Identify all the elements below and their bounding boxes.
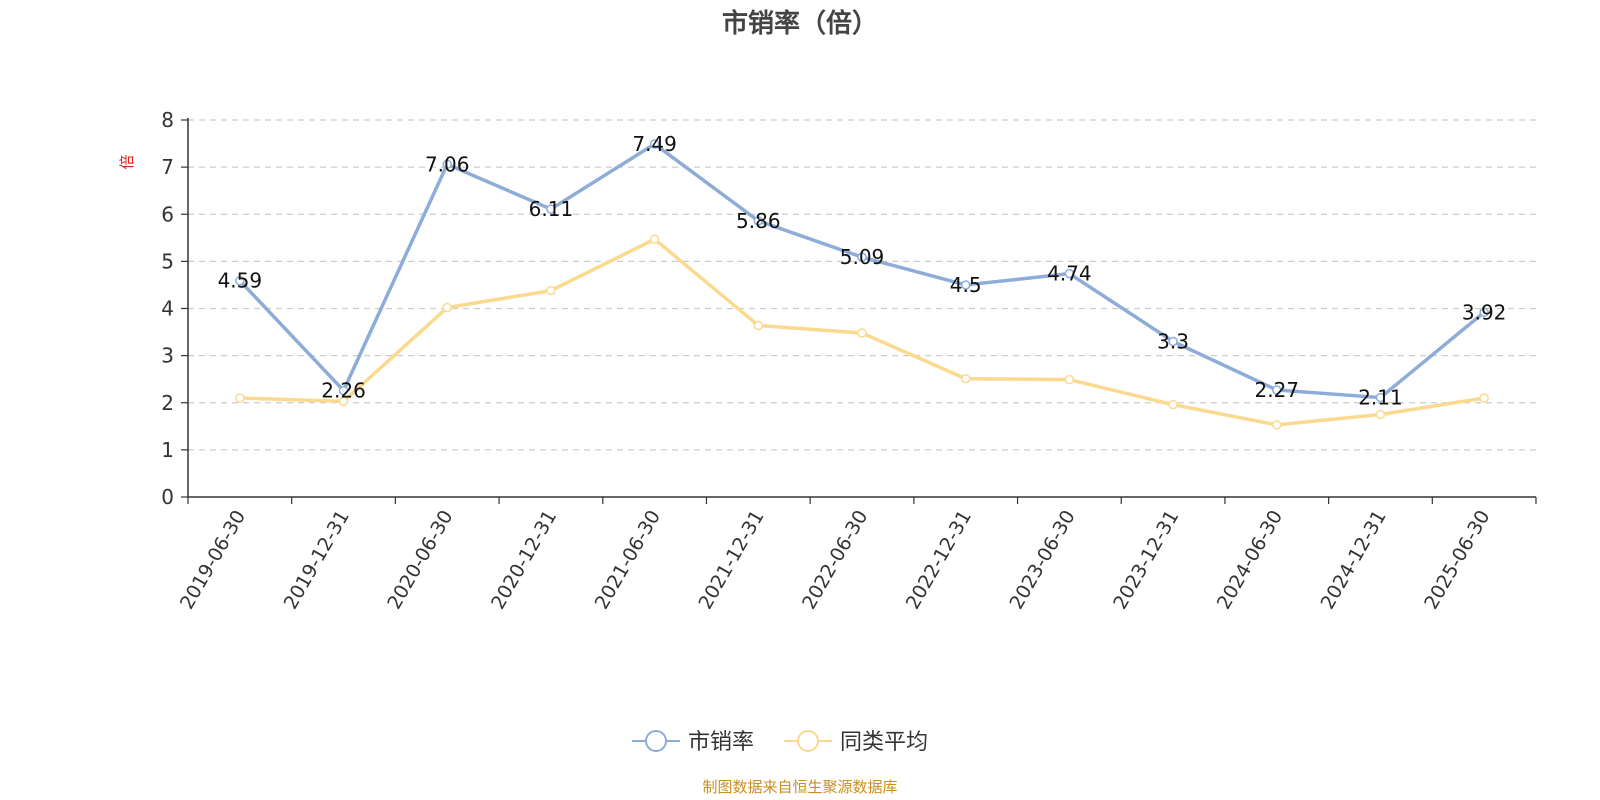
- data-label: 7.06: [425, 152, 470, 176]
- data-point[interactable]: [1375, 392, 1386, 403]
- data-point[interactable]: [649, 139, 660, 149]
- x-tick-label: 2021-12-31: [694, 507, 768, 614]
- x-tick-label: 2022-06-30: [798, 507, 872, 614]
- data-label: 5.09: [840, 245, 885, 269]
- data-point[interactable]: [649, 234, 660, 244]
- data-point[interactable]: [1272, 420, 1282, 430]
- data-point[interactable]: [857, 252, 867, 262]
- x-tick-label: 2025-06-30: [1420, 507, 1494, 614]
- data-point[interactable]: [1064, 268, 1075, 279]
- legend-marker-icon: [645, 730, 667, 752]
- series-0: [235, 139, 1489, 403]
- y-tick-label: 4: [161, 297, 174, 321]
- x-tick-label: 2023-06-30: [1005, 507, 1079, 614]
- legend-marker-icon: [797, 730, 819, 752]
- data-point[interactable]: [960, 373, 971, 384]
- data-label: 2.11: [1358, 386, 1403, 410]
- data-point[interactable]: [1479, 307, 1489, 318]
- data-point[interactable]: [235, 393, 245, 403]
- data-point[interactable]: [235, 275, 245, 286]
- data-point[interactable]: [442, 159, 452, 170]
- data-labels: 4.59 2.26 7.06 6.11 7.49 5.86 5.09 4.5 4.74 3.3 2.…: [218, 132, 1507, 410]
- data-point[interactable]: [753, 216, 764, 226]
- y-tick-label: 3: [161, 344, 174, 368]
- y-axis-unit-label: 倍: [118, 154, 136, 169]
- x-tick-label: 2021-06-30: [591, 507, 665, 614]
- data-point[interactable]: [1479, 393, 1489, 403]
- data-label: 5.86: [736, 209, 781, 233]
- data-point[interactable]: [442, 302, 452, 313]
- x-tick-label: 2019-06-30: [176, 507, 250, 614]
- data-point[interactable]: [1168, 336, 1178, 347]
- y-tick-label: 8: [161, 108, 174, 132]
- data-point[interactable]: [546, 285, 556, 296]
- x-tick-label: 2024-12-31: [1317, 507, 1391, 614]
- data-point[interactable]: [1375, 409, 1386, 420]
- data-point[interactable]: [1272, 385, 1282, 395]
- chart-title: 市销率（倍）: [722, 8, 878, 39]
- x-tick-label: 2019-12-31: [280, 507, 354, 614]
- data-point[interactable]: [1064, 374, 1075, 385]
- data-point[interactable]: [546, 204, 556, 214]
- data-label: 2.27: [1255, 378, 1300, 402]
- x-tick-label: 2024-06-30: [1213, 507, 1287, 614]
- legend-item-1[interactable]: 同类平均: [784, 730, 928, 755]
- data-label: 4.74: [1047, 262, 1092, 286]
- y-tick-label: 2: [161, 391, 174, 415]
- data-point[interactable]: [960, 280, 971, 290]
- series-line: [238, 142, 1486, 400]
- y-tick-label: 6: [161, 202, 174, 226]
- y-tick-label: 5: [161, 249, 174, 273]
- data-point[interactable]: [338, 385, 349, 396]
- data-point[interactable]: [338, 396, 349, 407]
- y-tick-label: 0: [161, 485, 174, 509]
- source-note: 制图数据来自恒生聚源数据库: [702, 778, 897, 796]
- series-1: [235, 234, 1489, 430]
- data-label: 7.49: [632, 132, 677, 156]
- data-label: 6.11: [529, 197, 574, 221]
- data-label: 3.92: [1462, 300, 1507, 324]
- x-tick-label: 2020-06-30: [383, 507, 457, 614]
- y-tick-label: 7: [161, 155, 174, 179]
- data-point[interactable]: [857, 328, 867, 338]
- data-label: 4.5: [950, 273, 982, 297]
- data-label: 4.59: [218, 269, 263, 293]
- legend-label: 同类平均: [840, 730, 928, 755]
- series-layer: [235, 139, 1489, 430]
- axes: 0 1 2 3 4 5 6 7 8 2019-06-30 2019-12-31 2020-06-30 2…: [161, 108, 1537, 614]
- y-tick-label: 1: [161, 438, 174, 462]
- data-label: 3.3: [1157, 329, 1189, 353]
- data-point[interactable]: [1168, 399, 1178, 410]
- data-point[interactable]: [753, 320, 764, 331]
- x-tick-label: 2020-12-31: [487, 507, 561, 614]
- legend-item-0[interactable]: 市销率: [632, 730, 754, 755]
- legend-label: 市销率: [688, 730, 754, 755]
- data-label: 2.26: [321, 378, 366, 402]
- x-tick-label: 2023-12-31: [1109, 507, 1183, 614]
- legend[interactable]: 市销率 同类平均: [632, 730, 928, 755]
- x-tick-label: 2022-12-31: [902, 507, 976, 614]
